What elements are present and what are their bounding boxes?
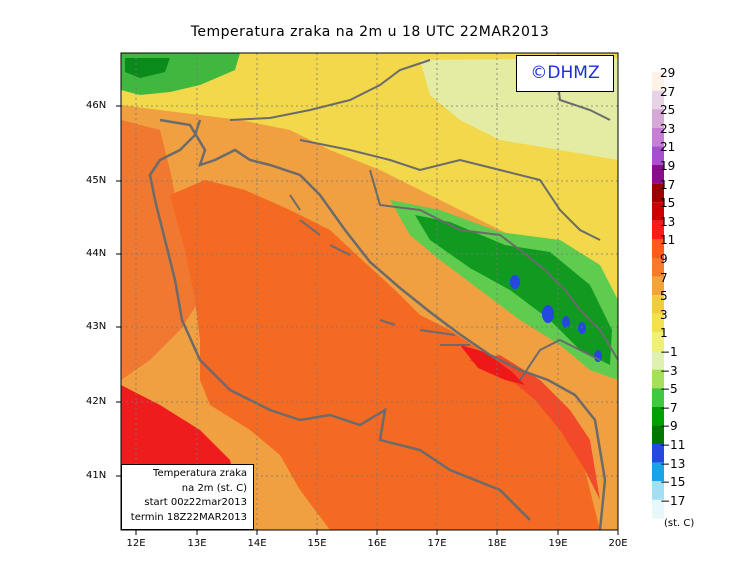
colorbar-swatch (652, 239, 664, 258)
colorbar-label: 5 (660, 289, 668, 304)
plot-frame (120, 52, 619, 531)
lat-label: 41N (86, 470, 107, 481)
colorbar-label: 7 (660, 270, 668, 285)
lat-label: 43N (86, 321, 107, 332)
colorbar-swatch (652, 462, 664, 482)
colorbar-swatch (652, 295, 664, 314)
colorbar-label: −1 (660, 345, 678, 359)
dinaric-darkgreen-region (415, 215, 612, 365)
colorbar-swatch (652, 481, 664, 500)
italy-coastline (148, 119, 531, 521)
colorbar-label: 23 (660, 121, 676, 136)
lon-label: 19E (548, 538, 568, 549)
colorbar-swatch (652, 183, 664, 203)
colorbar-swatch (652, 258, 664, 277)
colorbar-swatch (652, 276, 664, 296)
info-line: termin 18Z22MAR2013 (130, 511, 247, 523)
info-line: na 2m (st. C) (181, 482, 247, 494)
lat-label: 42N (86, 396, 107, 407)
map-title: Temperatura zraka na 2m u 18 UTC 22MAR20… (190, 24, 550, 40)
colorbar-swatch (652, 90, 664, 110)
cold-spot (510, 275, 520, 289)
colorbar-label: 15 (660, 196, 676, 211)
warm-sea-patch (468, 355, 600, 500)
info-box: Temperatura zraka na 2m (st. C) start 00… (121, 464, 254, 530)
colorbar-label: 27 (660, 84, 676, 99)
lat-label: 45N (86, 175, 107, 186)
lon-label: 16E (367, 538, 387, 549)
lat-label: 46N (86, 100, 107, 111)
colorbar-label: −11 (660, 438, 686, 452)
cold-spot (542, 305, 554, 323)
colorbar-label: −5 (660, 382, 678, 397)
info-line: start 00z22mar2013 (144, 497, 247, 508)
lon-label: 13E (187, 538, 207, 549)
colorbar-label: −17 (660, 493, 686, 508)
colorbar-swatch (652, 146, 664, 165)
colorbar-label: 9 (660, 252, 668, 266)
colorbar-swatch (652, 165, 664, 184)
dhmz-logo: ©DHMZ (516, 55, 614, 92)
info-line: Temperatura zraka (153, 468, 247, 479)
colorbar-label: 13 (660, 214, 676, 229)
colorbar-swatch (652, 202, 664, 221)
colorbar-label: 25 (660, 103, 676, 118)
colorbar (652, 72, 664, 519)
lat-label: 44N (86, 248, 107, 259)
colorbar-label: −13 (660, 456, 686, 471)
colorbar-swatch (652, 220, 664, 240)
colorbar-label: 1 (660, 326, 668, 341)
colorbar-swatch (652, 351, 664, 370)
lon-label: 20E (608, 538, 628, 549)
colorbar-swatch (652, 499, 664, 519)
colorbar-label: −15 (660, 475, 686, 490)
lon-label: 18E (487, 538, 507, 549)
colorbar-label: 29 (660, 66, 676, 80)
colorbar-label: 19 (660, 159, 676, 173)
coastline (159, 118, 607, 530)
colorbar-label: −3 (660, 363, 678, 378)
colorbar-swatch (652, 109, 664, 128)
colorbar-swatch (652, 406, 664, 426)
axis-ticks (116, 105, 619, 535)
cold-spot (594, 350, 602, 362)
colorbar-swatch (652, 444, 664, 463)
colorbar-swatch (652, 369, 664, 389)
colorbar-swatch (652, 425, 664, 444)
colorbar-label: −7 (660, 400, 678, 415)
colorbar-swatch (652, 72, 664, 91)
lon-label: 12E (126, 538, 146, 549)
lon-label: 15E (307, 538, 327, 549)
colorbar-swatch (652, 313, 664, 333)
cold-spot (578, 322, 586, 334)
adriatic-sea (170, 180, 600, 530)
colorbar-swatch (652, 388, 664, 407)
islands (289, 194, 470, 346)
colorbar-label: 3 (660, 307, 668, 322)
lon-label: 17E (427, 538, 447, 549)
colorbar-unit: (st. C) (664, 518, 695, 529)
country-borders (229, 59, 618, 381)
colorbar-swatch (652, 127, 664, 147)
colorbar-label: 11 (660, 233, 676, 248)
colorbar-label: 17 (660, 177, 676, 192)
colorbar-swatch (652, 332, 664, 351)
colorbar-label: 21 (660, 140, 676, 155)
coastal-hot-region (460, 345, 525, 385)
colorbar-label: −9 (660, 419, 678, 434)
lon-label: 14E (247, 538, 267, 549)
cold-spot (562, 316, 570, 328)
